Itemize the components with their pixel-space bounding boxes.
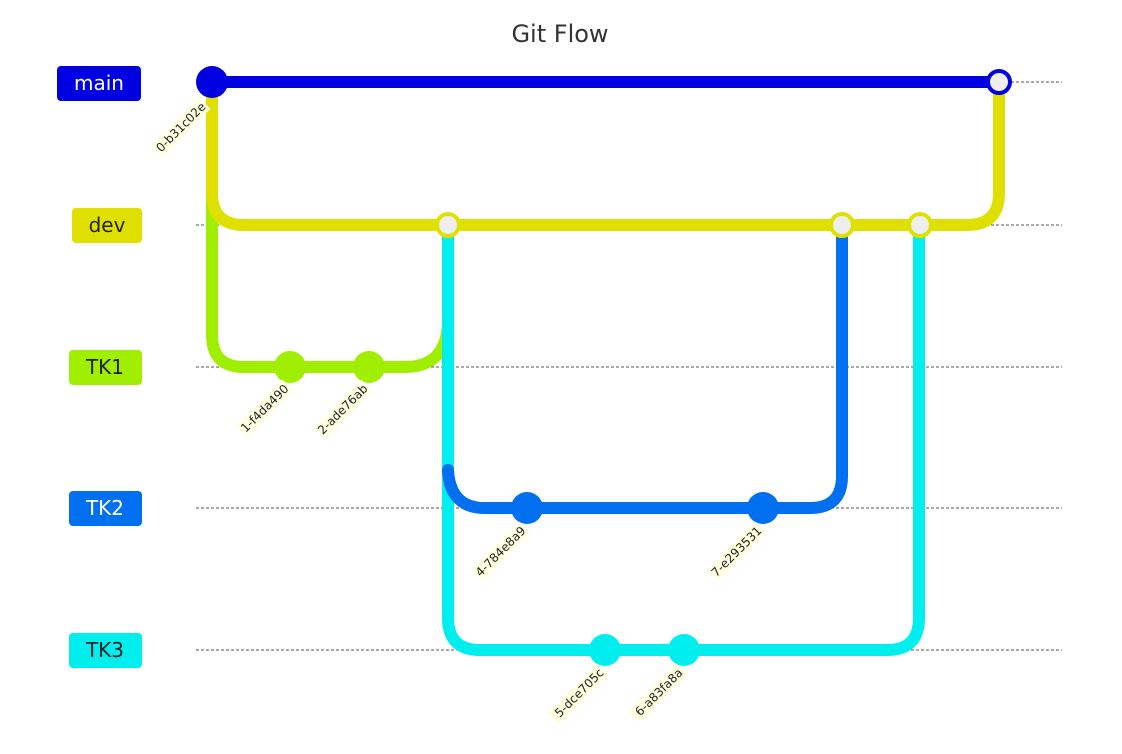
path-tk3 [442,219,925,656]
branch-label-tk1[interactable]: TK1 [69,350,142,385]
commit-dot-6[interactable] [668,634,700,666]
commit-label-6: 6-a83fa8a [628,663,688,723]
branch-label-dev[interactable]: dev [72,208,142,243]
commit-label-1: 1-f4da490 [235,379,294,438]
commit-label-4: 4-784e8a9 [471,521,531,581]
svg-text:0-b31c02e: 0-b31c02e [153,100,208,155]
branch-labels: main dev TK1 TK2 TK3 [57,66,142,668]
branch-label-dev-text: dev [89,213,126,237]
commit-label-0: 0-b31c02e [151,97,211,157]
branch-label-tk3-bg [69,633,142,668]
branch-label-tk2-text: TK2 [85,496,124,520]
commit-label-5: 5-dce705c [547,663,609,725]
commit-dot-7[interactable] [747,492,779,524]
path-tk2 [442,219,848,514]
merge-dot-9[interactable] [907,212,933,238]
commit-dot-0[interactable] [196,66,228,98]
branch-label-tk3-text: TK3 [85,638,124,662]
branch-label-main[interactable]: main [57,66,141,101]
merge-dot-10[interactable] [986,69,1012,95]
svg-text:2-ade76ab: 2-ade76ab [315,382,371,438]
merge-dot-3[interactable] [435,212,461,238]
commit-dots [196,66,1012,666]
branch-paths [206,76,1005,656]
branch-label-dev-bg [72,208,142,243]
commit-labels: 0-b31c02e 1-f4da490 2-ade76ab 4-784e8a9 … [151,97,767,725]
merge-dot-8[interactable] [829,212,855,238]
commit-dot-1[interactable] [274,351,306,383]
branch-label-tk2[interactable]: TK2 [69,491,142,526]
branch-label-tk2-bg [69,491,142,526]
branch-label-tk3[interactable]: TK3 [69,633,142,668]
svg-text:6-a83fa8a: 6-a83fa8a [632,666,685,719]
commit-label-7: 7-e293531 [707,521,767,581]
branch-label-tk1-text: TK1 [85,355,124,379]
path-dev [206,76,1005,231]
branch-label-tk1-bg [69,350,142,385]
branch-label-main-bg [57,66,141,101]
commit-dot-2[interactable] [353,351,385,383]
svg-text:5-dce705c: 5-dce705c [552,666,607,721]
commit-dot-5[interactable] [589,634,621,666]
branch-label-main-text: main [74,71,124,95]
svg-text:7-e293531: 7-e293531 [709,524,765,580]
commit-label-2: 2-ade76ab [313,379,373,439]
svg-text:4-784e8a9: 4-784e8a9 [473,524,529,580]
commit-dot-4[interactable] [511,492,543,524]
svg-text:1-f4da490: 1-f4da490 [238,382,292,436]
diagram-title: Git Flow [511,20,608,48]
